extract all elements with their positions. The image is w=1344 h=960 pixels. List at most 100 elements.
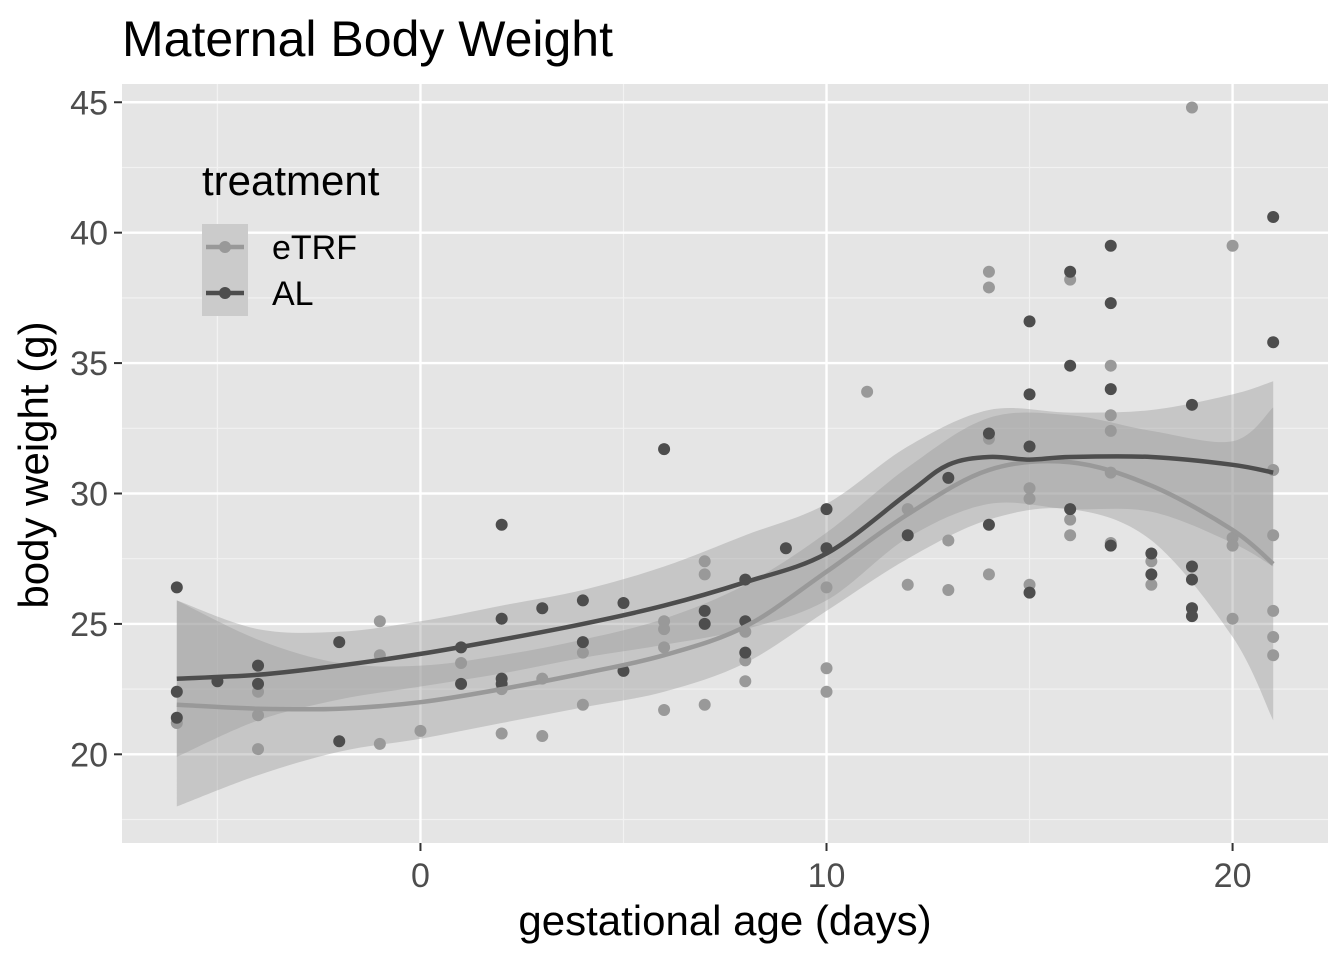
x-tick-label: 10 [808, 857, 846, 895]
point-AL [982, 427, 995, 440]
point-eTRF [1267, 630, 1280, 643]
point-eTRF [1267, 529, 1280, 542]
point-AL [739, 646, 752, 659]
point-eTRF [1267, 649, 1280, 662]
y-tick-label: 20 [70, 736, 108, 774]
point-eTRF [1023, 492, 1036, 505]
y-tick-label: 30 [70, 475, 108, 513]
point-AL [252, 677, 265, 690]
point-eTRF [982, 265, 995, 278]
point-AL [1023, 586, 1036, 599]
point-AL [982, 518, 995, 531]
y-tick-label: 40 [70, 215, 108, 253]
point-AL [1064, 265, 1077, 278]
y-axis-title: body weight (g) [10, 321, 57, 608]
point-eTRF [536, 730, 549, 743]
point-AL [1185, 560, 1198, 573]
point-eTRF [252, 709, 265, 722]
point-AL [1145, 568, 1158, 581]
point-eTRF [373, 615, 386, 628]
point-AL [333, 735, 346, 748]
point-eTRF [1226, 612, 1239, 625]
x-tick-label: 0 [411, 857, 430, 895]
point-AL [698, 604, 711, 617]
point-AL [333, 636, 346, 649]
x-axis: 0 10 20 [411, 843, 1251, 895]
point-eTRF [1267, 604, 1280, 617]
smooth-line-AL [176, 454, 1274, 681]
panel-background [122, 84, 1328, 843]
point-AL [170, 581, 183, 594]
point-AL [495, 518, 508, 531]
legend-label-AL: AL [272, 275, 314, 313]
point-AL [1023, 388, 1036, 401]
point-eTRF [658, 641, 671, 654]
point-AL [698, 617, 711, 630]
point-AL [1145, 547, 1158, 560]
point-AL [901, 529, 914, 542]
point-eTRF [658, 703, 671, 716]
point-eTRF [495, 727, 508, 740]
point-AL [576, 636, 589, 649]
point-eTRF [252, 743, 265, 756]
chart-title: Maternal Body Weight [122, 11, 613, 67]
point-AL [1185, 610, 1198, 623]
point-AL [252, 659, 265, 672]
point-AL [1064, 359, 1077, 372]
point-AL [1185, 573, 1198, 586]
point-AL [942, 471, 955, 484]
legend: treatment eTRF AL [202, 157, 380, 316]
point-AL [1104, 383, 1117, 396]
point-eTRF [820, 685, 833, 698]
x-axis-title: gestational age (days) [518, 897, 931, 944]
y-tick-label: 45 [70, 84, 108, 122]
point-eTRF [1064, 529, 1077, 542]
point-eTRF [942, 584, 955, 596]
x-tick-label: 20 [1214, 857, 1252, 895]
point-eTRF [901, 578, 914, 591]
point-AL [820, 503, 833, 516]
point-eTRF [1064, 513, 1077, 526]
point-AL [1104, 239, 1117, 252]
legend-label-eTRF: eTRF [272, 229, 357, 267]
y-axis: 20 25 30 35 40 45 [70, 84, 122, 774]
point-AL [1104, 297, 1117, 310]
point-AL [617, 597, 630, 610]
point-AL [1267, 336, 1280, 349]
point-AL [1185, 398, 1198, 411]
legend-point-eTRF [219, 241, 231, 253]
point-AL [536, 602, 549, 615]
point-AL [1267, 211, 1280, 224]
point-eTRF [820, 581, 833, 594]
point-eTRF [1226, 239, 1239, 252]
point-AL [1064, 503, 1077, 516]
point-eTRF [942, 534, 955, 547]
smooth-line-eTRF [176, 458, 1275, 712]
point-eTRF [982, 281, 995, 294]
point-eTRF [1104, 424, 1117, 437]
point-AL [1023, 440, 1036, 453]
point-eTRF [1023, 482, 1036, 495]
point-AL [1104, 539, 1117, 552]
point-eTRF [739, 675, 752, 688]
point-eTRF [455, 657, 468, 670]
point-AL [170, 711, 183, 724]
point-eTRF [861, 385, 874, 398]
legend-point-AL [219, 287, 231, 299]
confidence-band-AL [176, 381, 1274, 757]
legend-title: treatment [202, 157, 380, 204]
point-eTRF [1145, 578, 1158, 591]
point-AL [779, 542, 792, 555]
point-AL [1023, 315, 1036, 328]
confidence-band-eTRF [176, 407, 1274, 807]
point-AL [495, 612, 508, 625]
point-eTRF [576, 698, 589, 711]
point-eTRF [982, 568, 995, 581]
point-eTRF [698, 555, 711, 568]
point-AL [170, 685, 183, 698]
y-tick-label: 35 [70, 345, 108, 383]
point-eTRF [373, 737, 386, 750]
point-eTRF [698, 568, 711, 581]
point-eTRF [1185, 101, 1198, 114]
